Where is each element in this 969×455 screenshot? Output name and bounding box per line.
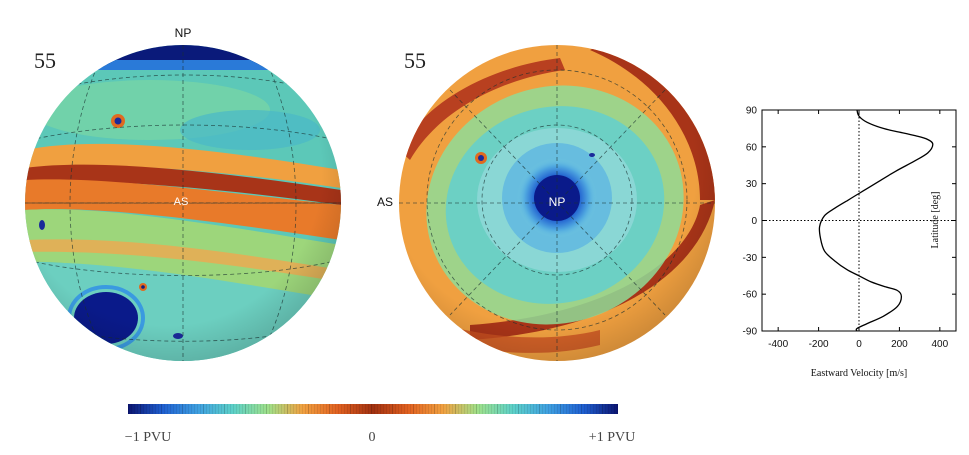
chart-ytick-label: -90 <box>743 327 758 338</box>
right-sphere: 55 NP AS <box>377 45 715 361</box>
right-frame-number: 55 <box>404 48 426 73</box>
colorbar-max-label: +1 PVU <box>589 430 635 445</box>
chart-xlabel: Eastward Velocity [m/s] <box>811 368 907 379</box>
velocity-profile-chart: -400 -200 0 200 400 -90 -60 -30 0 30 60 90 Eastward… <box>743 106 957 379</box>
chart-series-line <box>818 109 934 332</box>
chart-ytick-label: 30 <box>746 179 758 190</box>
left-frame-number: 55 <box>34 48 56 73</box>
chart-xtick-label: 0 <box>856 339 862 350</box>
chart-ylabel: Latitude [deg] <box>930 192 941 249</box>
right-label-as: AS <box>377 195 393 209</box>
chart-ytick-label: 0 <box>751 216 757 227</box>
chart-xtick-label: 200 <box>891 339 908 350</box>
left-label-np: NP <box>175 26 192 40</box>
left-label-as: AS <box>174 196 189 208</box>
right-label-np: NP <box>549 195 566 209</box>
chart-xtick-label: 400 <box>931 339 948 350</box>
chart-ticks: -400 -200 0 200 400 -90 -60 -30 0 30 60 90 <box>743 106 956 350</box>
colorbar-min-label: −1 PVU <box>125 430 171 445</box>
chart-reference-lines <box>762 110 956 331</box>
chart-ytick-label: -30 <box>743 253 758 264</box>
chart-ytick-label: -60 <box>743 290 758 301</box>
colorbar-mid-label: 0 <box>369 430 376 445</box>
colorbar-stripes <box>128 404 618 414</box>
chart-ytick-label: 60 <box>746 142 758 153</box>
left-sphere: 55 NP AS <box>25 26 341 361</box>
chart-xtick-label: -400 <box>768 339 788 350</box>
colorbar-bar <box>128 404 618 414</box>
colorbar: −1 PVU 0 +1 PVU <box>125 404 635 445</box>
chart-xtick-label: -200 <box>809 339 829 350</box>
chart-ytick-label: 90 <box>746 106 758 117</box>
